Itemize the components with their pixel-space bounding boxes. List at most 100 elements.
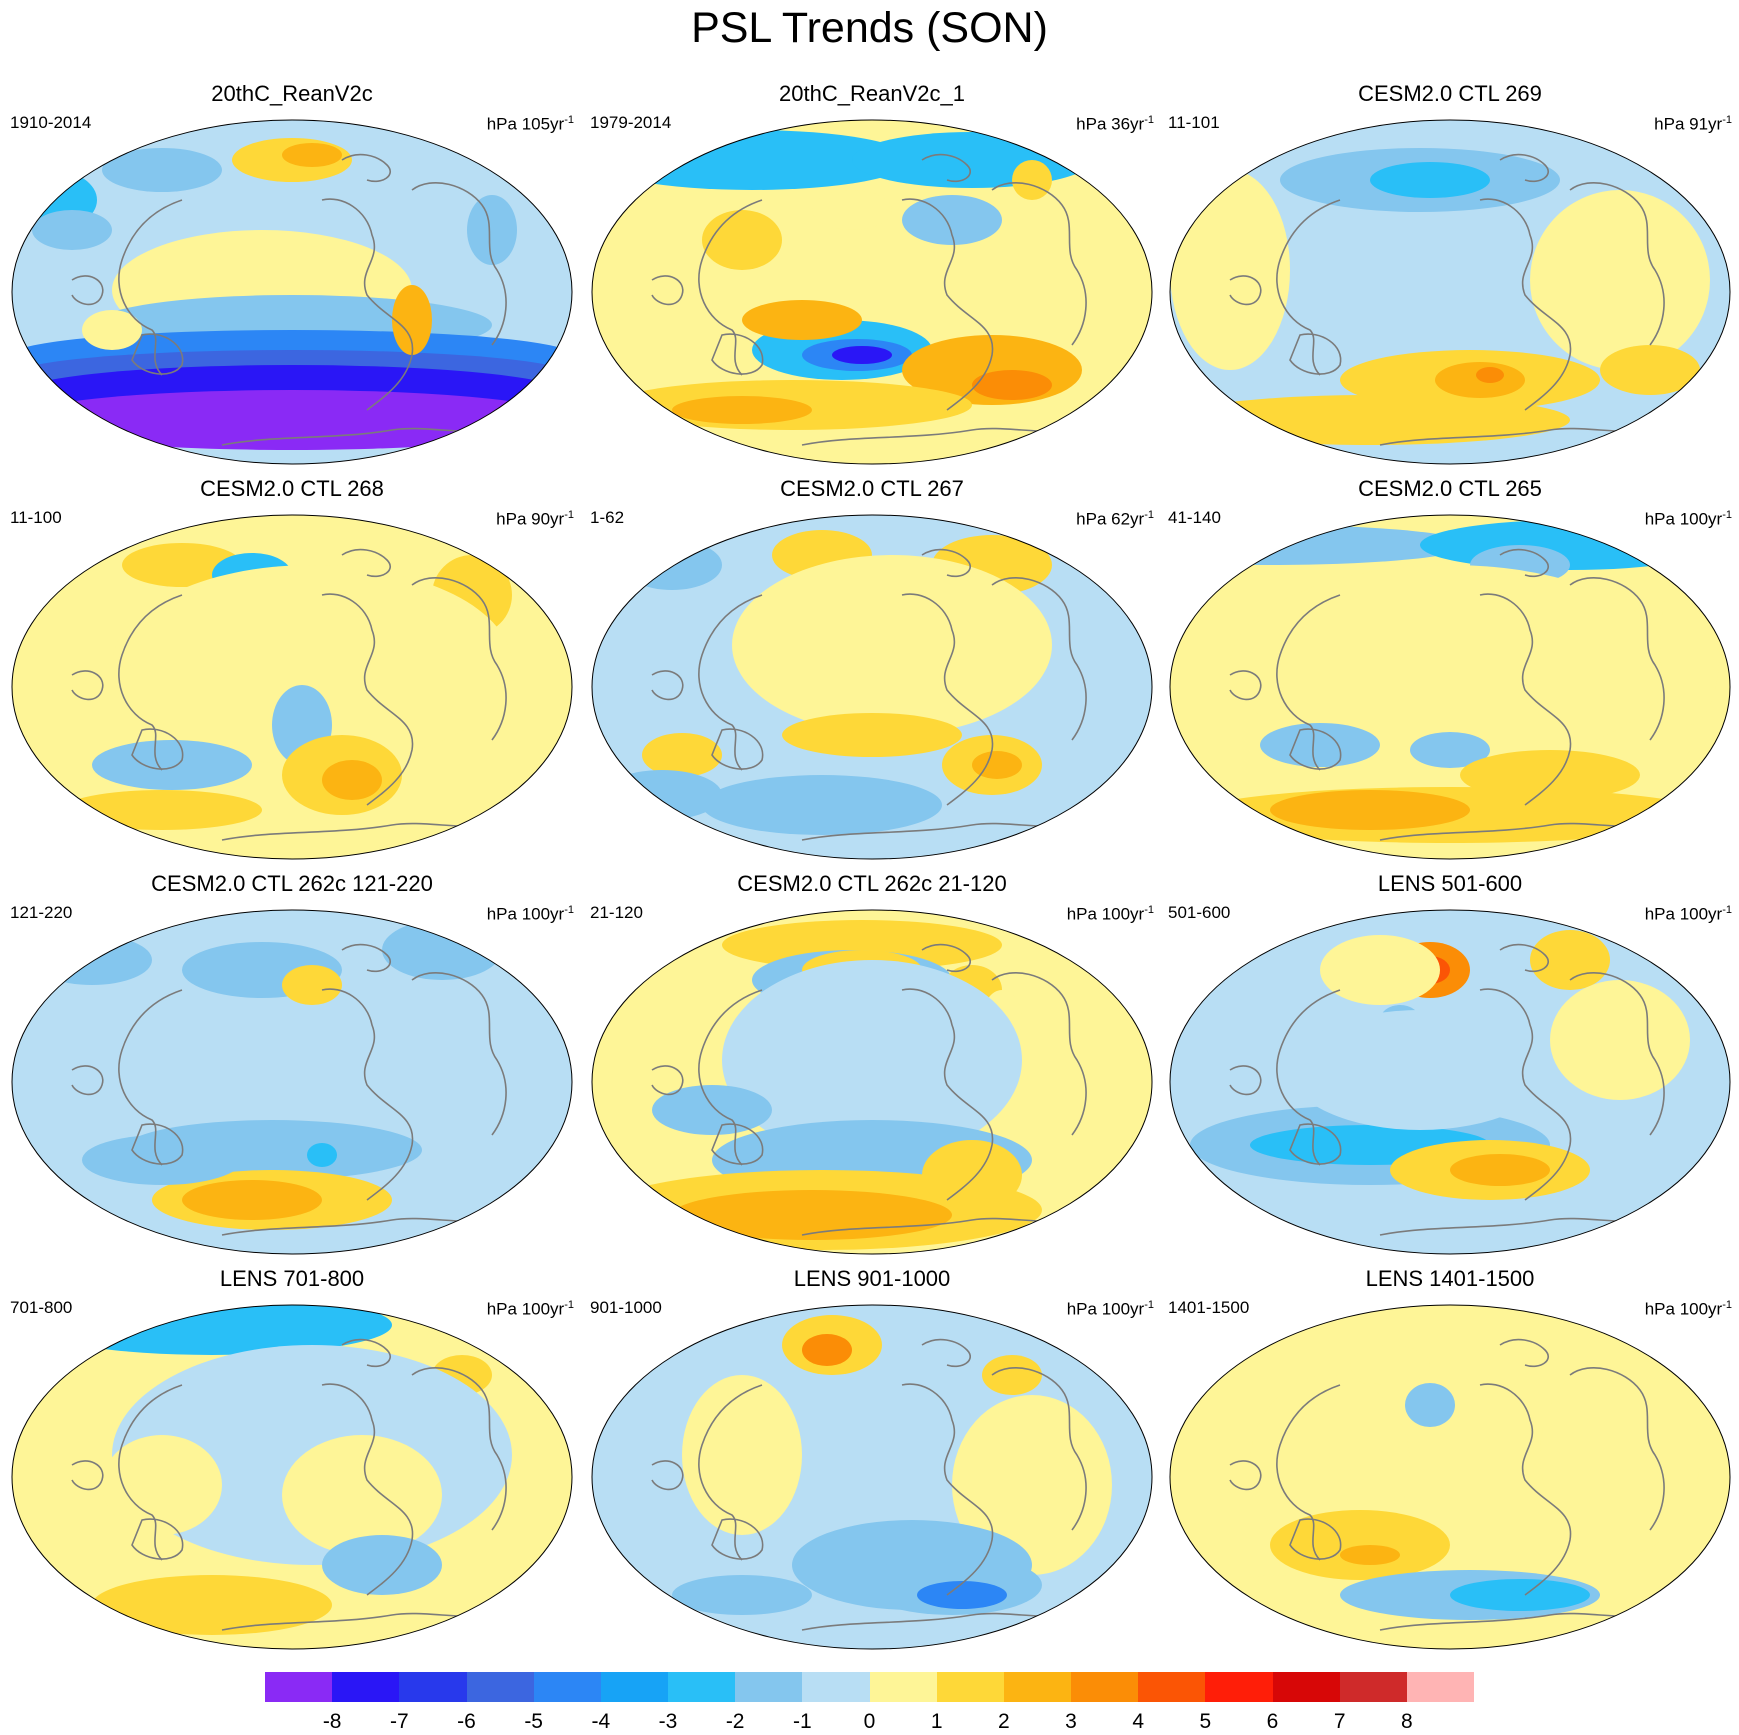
- panel-units: hPa 100yr-1: [487, 1295, 574, 1320]
- colorbar-swatch: [1205, 1672, 1273, 1702]
- map-svg: [591, 119, 1153, 465]
- trend-contour: [1220, 1575, 1340, 1615]
- units-exponent: -1: [1144, 1299, 1154, 1311]
- coastline: [901, 988, 994, 1201]
- panel-title: CESM2.0 CTL 268: [200, 476, 384, 501]
- coastline: [341, 548, 391, 578]
- coastline: [1499, 153, 1549, 183]
- map-panel: LENS 1401-1500 1401-1500 hPa 100yr-1: [1160, 1265, 1739, 1650]
- colorbar-tick-label: -8: [322, 1710, 342, 1733]
- panel-period: 11-101: [1168, 113, 1220, 132]
- map-svg: [11, 514, 573, 860]
- coastline: [1569, 182, 1665, 346]
- coastline: [921, 153, 971, 183]
- coastline: [698, 989, 763, 1166]
- coastline: [71, 275, 104, 306]
- trend-contour: [122, 543, 242, 587]
- coastline: [118, 1384, 183, 1561]
- coastline: [921, 943, 971, 973]
- coastline: [651, 1065, 684, 1096]
- map-svg: [11, 1304, 573, 1650]
- map-panel: 20thC_ReanV2c 1910-2014 hPa 105yr-1: [2, 80, 582, 465]
- coastline: [651, 670, 684, 701]
- trend-contour: [282, 965, 342, 1005]
- map-border: [591, 119, 1153, 465]
- map-field: [1170, 515, 1730, 859]
- colorbar: [265, 1672, 1475, 1702]
- panel-title: CESM2.0 CTL 265: [1358, 476, 1542, 501]
- colorbar-swatch: [466, 1672, 535, 1702]
- trend-contour: [12, 390, 572, 450]
- trend-contour: [1600, 345, 1700, 395]
- colorbar-tick-label: -2: [725, 1710, 745, 1733]
- panel-period: 41-140: [1168, 508, 1221, 527]
- map-border: [1169, 1304, 1731, 1650]
- trend-contour: [82, 1135, 242, 1185]
- units-label: hPa 100yr: [1644, 509, 1723, 529]
- units-exponent: -1: [564, 114, 574, 126]
- coastline: [1569, 1367, 1665, 1531]
- trend-contour: [672, 1575, 812, 1615]
- trend-contour: [62, 790, 262, 830]
- trend-contour: [917, 1581, 1007, 1609]
- coastline: [1499, 1338, 1549, 1368]
- colorbar-swatch: [399, 1672, 467, 1702]
- coastline: [901, 593, 994, 806]
- map-panel: CESM2.0 CTL 262c 121-220 121-220 hPa 100yr…: [2, 870, 582, 1255]
- coastline: [1479, 1383, 1572, 1596]
- coastline: [711, 1123, 764, 1165]
- colorbar-tick-label: -3: [658, 1710, 678, 1733]
- colorbar-swatch: [1406, 1672, 1475, 1702]
- panel-units: hPa 36yr-1: [1076, 110, 1154, 135]
- trend-contour: [322, 1535, 442, 1595]
- trend-contour: [1250, 1375, 1410, 1555]
- trend-contour: [602, 770, 722, 820]
- map-field: [592, 120, 1152, 464]
- trend-contour: [832, 346, 892, 364]
- units-exponent: -1: [1722, 509, 1732, 521]
- trend-contour: [1530, 190, 1710, 370]
- coastline: [1276, 199, 1341, 376]
- panel-units: hPa 91yr-1: [1654, 110, 1732, 135]
- units-exponent: -1: [564, 904, 574, 916]
- map-field: [12, 910, 572, 1254]
- map-border: [11, 909, 573, 1255]
- trend-contour: [1370, 162, 1490, 198]
- map-panel: 20thC_ReanV2c_1 1979-2014 hPa 36yr-1: [582, 80, 1162, 465]
- colorbar-tick-label: 3: [1065, 1710, 1077, 1733]
- trend-contour: [732, 555, 1052, 735]
- coastline: [991, 972, 1087, 1136]
- panel-title: CESM2.0 CTL 262c 121-220: [151, 871, 433, 896]
- map-svg: [591, 514, 1153, 860]
- trend-contour: [112, 565, 512, 765]
- colorbar-swatch: [735, 1672, 803, 1702]
- coastline: [131, 1123, 184, 1165]
- trend-contour: [1476, 367, 1504, 383]
- panel-period: 501-600: [1168, 903, 1231, 922]
- map-panel: CESM2.0 CTL 265 41-140 hPa 100yr-1: [1160, 475, 1739, 860]
- trend-contour: [672, 396, 812, 424]
- coastline: [1289, 1518, 1342, 1560]
- coastline: [341, 943, 391, 973]
- map-panel: CESM2.0 CTL 269 11-101 hPa 91yr-1: [1160, 80, 1739, 465]
- trend-contour: [1405, 1383, 1455, 1427]
- trend-contour: [1550, 980, 1690, 1100]
- coastline: [1499, 943, 1549, 973]
- map-panel: LENS 701-800 701-800 hPa 100yr-1: [2, 1265, 582, 1650]
- map-border: [591, 514, 1153, 860]
- trend-contour: [902, 195, 1002, 245]
- panel-title: LENS 1401-1500: [1365, 1266, 1535, 1291]
- coastline: [1479, 988, 1572, 1201]
- trend-contour: [322, 760, 382, 800]
- trend-contour: [102, 1435, 222, 1535]
- trend-contour: [82, 310, 142, 350]
- colorbar-swatch: [802, 1672, 870, 1702]
- coastline: [698, 1384, 763, 1561]
- coastline: [1229, 1065, 1262, 1096]
- units-label: hPa 36yr: [1076, 114, 1145, 134]
- coastline: [131, 1518, 184, 1560]
- map-field: [592, 910, 1152, 1254]
- trend-contour: [1320, 935, 1440, 1005]
- panel-period: 11-100: [10, 508, 62, 527]
- coastline: [341, 1338, 391, 1368]
